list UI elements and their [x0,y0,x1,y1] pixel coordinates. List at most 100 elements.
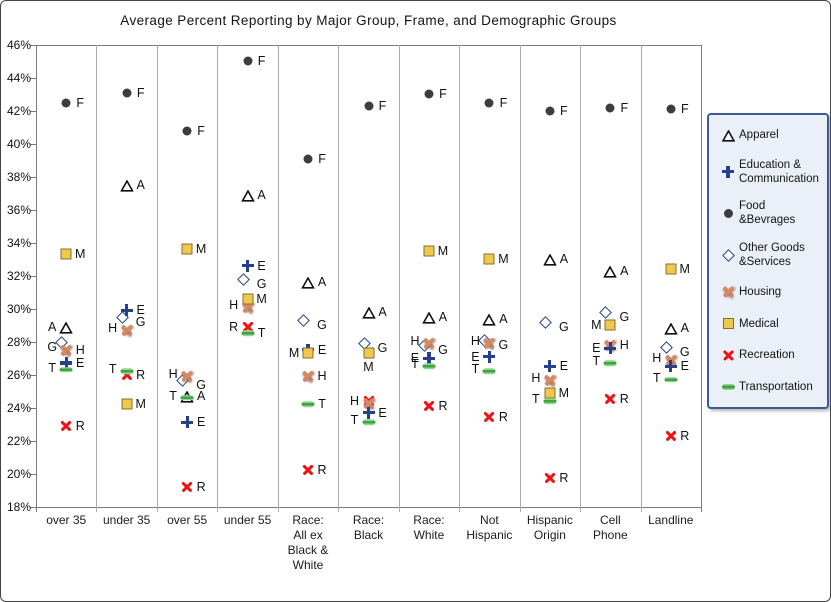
data-point-M [423,245,435,257]
data-point-E [604,342,617,355]
filled-circle-marker-icon [666,104,676,114]
data-point-E [664,360,677,373]
data-point-F [364,101,373,111]
point-letter-label: M [135,397,146,412]
dash-green-marker-icon [482,368,496,375]
legend-label: Recreation [739,349,795,362]
data-point-M [483,253,495,265]
y-axis-tick [30,341,36,343]
dash-green-marker-icon [301,401,315,408]
point-letter-label: A [48,319,57,334]
filled-circle-marker-icon [243,56,253,66]
point-letter-label: A [620,263,629,278]
x-red-marker-icon [664,429,677,442]
point-letter-label: H [349,393,360,408]
y-tick-label: 32% [6,268,31,283]
filled-circle-marker-icon [182,126,192,136]
legend-item: Food &Bevrages [717,199,821,227]
y-tick-label: 34% [6,235,31,250]
filled-square-marker-icon [423,245,435,257]
filled-square-legend-icon [717,315,739,333]
data-point-H [60,343,73,357]
y-tick-label: 36% [6,202,31,217]
point-letter-label: E [592,341,601,356]
plus-legend-icon [717,163,739,181]
point-letter-label: F [378,98,387,113]
data-point-E [60,357,73,370]
data-point-M [60,248,72,260]
point-letter-label: M [498,252,509,267]
x-red-marker-icon [302,464,315,477]
legend-item: Transportation [717,378,821,396]
filled-circle-marker-icon [61,98,71,108]
data-point-A [603,265,618,278]
point-letter-label: E [680,359,689,374]
point-letter-label: E [378,405,387,420]
filled-square-marker-icon [363,347,374,359]
y-tick-label: 30% [6,301,31,316]
x-red-marker-icon [181,480,194,493]
filled-circle-legend-icon [717,204,739,222]
category-separator [580,45,582,512]
data-point-A [119,179,134,192]
y-tick-label: 20% [6,466,31,481]
data-point-A [301,276,315,289]
data-point-G [538,315,554,331]
category-separator [459,45,461,512]
y-tick-label: 26% [6,367,31,382]
plus-marker-icon [362,406,375,419]
data-point-T [301,401,315,408]
data-point-E [362,406,375,419]
point-letter-label: G [438,342,448,357]
data-point-E [543,360,556,373]
data-point-A [542,253,557,266]
data-point-M [363,347,374,359]
plus-marker-icon [60,357,73,370]
point-letter-label: M [363,360,374,375]
open-triangle-marker-icon [240,189,255,202]
legend-label: Medical [739,317,779,330]
point-letter-label: A [499,311,508,326]
y-axis-tick [30,209,36,211]
category-label: Cell Phone [592,512,628,542]
filled-square-marker-icon [302,347,314,359]
category-label: over 55 [167,512,208,527]
open-triangle-marker-icon [663,322,678,336]
open-diamond-marker-icon [659,340,673,354]
category-label: under 55 [223,512,272,527]
point-letter-label: T [652,370,661,385]
open-triangle-marker-icon [542,253,557,266]
data-point-A [59,321,74,334]
point-letter-label: H [470,334,480,349]
point-letter-label: T [592,354,601,369]
filled-square-marker-icon [242,293,254,305]
point-letter-label: R [317,463,327,478]
point-letter-label: H [652,350,662,365]
filled-square-marker-icon [544,387,556,399]
x-red-legend-icon [717,346,739,364]
filled-square-marker-icon [604,319,616,331]
point-letter-label: R [680,428,690,443]
category-separator [398,45,400,512]
category-label: Landline [648,512,694,527]
y-axis-tick [30,407,36,409]
plus-marker-icon [120,304,133,317]
open-triangle-legend-icon [717,126,739,144]
data-point-R [604,393,617,406]
x-orange-marker-icon [120,324,133,337]
filled-square-marker-icon [665,263,677,275]
plus-marker-icon [241,259,254,272]
point-letter-label: T [532,392,540,406]
open-diamond-legend-icon [717,246,739,264]
open-triangle-marker-icon [59,321,74,334]
category-label: over 35 [46,512,87,527]
point-letter-label: G [135,314,146,329]
point-letter-label: H [317,369,327,384]
category-label: Race: White [413,512,445,542]
data-point-A [361,306,376,319]
open-triangle-marker-icon [301,276,315,289]
x-orange-marker-icon [422,337,435,350]
point-letter-label: E [196,415,206,430]
legend-item: Education & Communication [717,158,821,186]
